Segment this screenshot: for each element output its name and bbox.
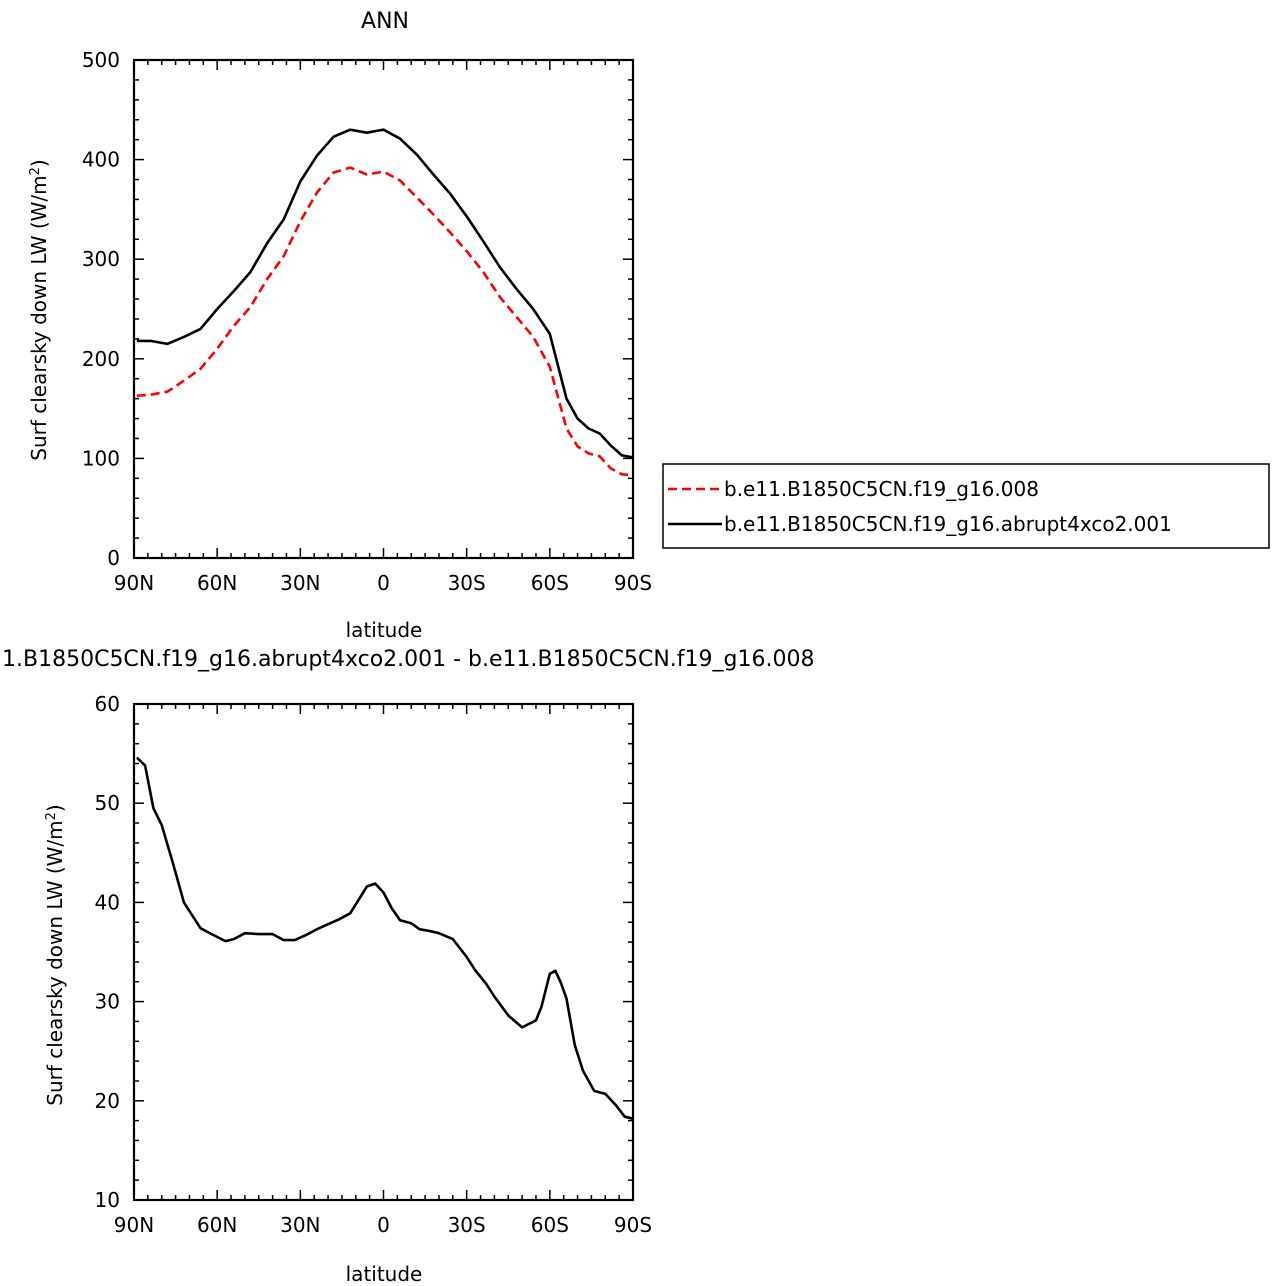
bottom-x-tick-label: 90S — [614, 1213, 652, 1237]
top-y-tick-label: 300 — [82, 247, 120, 271]
top-y-tick-label: 200 — [82, 347, 120, 371]
bottom-y-tick-label: 60 — [95, 692, 120, 716]
top-chart-title: ANN — [361, 9, 409, 34]
top-y-tick-label: 0 — [107, 546, 120, 570]
bottom-y-tick-label: 20 — [95, 1089, 120, 1113]
top-plot-frame — [132, 58, 635, 560]
top-x-tick-label: 90N — [114, 571, 154, 595]
bottom-x-tick-label: 60N — [197, 1213, 237, 1237]
top-x-tick-label: 30N — [280, 571, 320, 595]
bottom-x-axis-label: latitude — [346, 1262, 423, 1286]
top-chart-panel: ANN 90N 60N 30N 0 30S 60S 90S0100200300400500 … — [27, 9, 652, 642]
legend: b.e11.B1850C5CN.f19_g16.008 b.e11.B1850C… — [662, 463, 1270, 549]
bottom-y-tick-label: 30 — [95, 990, 120, 1014]
bottom-x-tick-label: 60S — [531, 1213, 569, 1237]
bottom-y-tick-label: 10 — [95, 1188, 120, 1212]
top-y-axis-label: Surf clearsky down LW (W/m2) — [27, 159, 51, 460]
bottom-plot-area: 90N 60N 30N 0 30S 60S 90S 10 20 30 40 50 60 — [95, 692, 653, 1237]
bottom-x-tick-label: 30S — [448, 1213, 486, 1237]
bottom-plot-frame — [132, 702, 635, 1202]
top-x-axis-label: latitude — [346, 618, 423, 642]
top-y-tick-label: 100 — [82, 446, 120, 470]
bottom-x-tick-label: 0 — [377, 1213, 390, 1237]
top-x-tick-label: 60S — [531, 571, 569, 595]
bottom-chart-title: b.e11.B1850C5CN.f19_g16.abrupt4xco2.001 … — [0, 647, 814, 672]
bottom-chart-panel: b.e11.B1850C5CN.f19_g16.abrupt4xco2.001 … — [0, 647, 814, 1286]
bottom-series-line-1 — [135, 756, 634, 1120]
top-series-line-1 — [136, 166, 634, 477]
legend-label-series-1: b.e11.B1850C5CN.f19_g16.008 — [724, 477, 1039, 501]
top-y-tick-label: 400 — [82, 148, 120, 172]
top-x-tick-label: 90S — [614, 571, 652, 595]
top-series-line-2 — [136, 128, 634, 459]
bottom-x-tick-label: 30N — [280, 1213, 320, 1237]
legend-label-series-2: b.e11.B1850C5CN.f19_g16.abrupt4xco2.001 — [724, 512, 1172, 536]
bottom-x-tick-label: 90N — [114, 1213, 154, 1237]
top-plot-area: 90N 60N 30N 0 30S 60S 90S 0 100 200 300 400 500 — [82, 48, 652, 595]
top-x-tick-label: 60N — [197, 571, 237, 595]
top-y-tick-label: 500 — [82, 48, 120, 72]
bottom-y-tick-label: 40 — [95, 890, 120, 914]
legend-box — [662, 463, 1270, 549]
bottom-y-axis-label: Surf clearsky down LW (W/m2) — [43, 804, 67, 1105]
top-x-tick-label: 0 — [377, 571, 390, 595]
top-x-tick-label: 30S — [448, 571, 486, 595]
bottom-y-tick-label: 50 — [95, 791, 120, 815]
